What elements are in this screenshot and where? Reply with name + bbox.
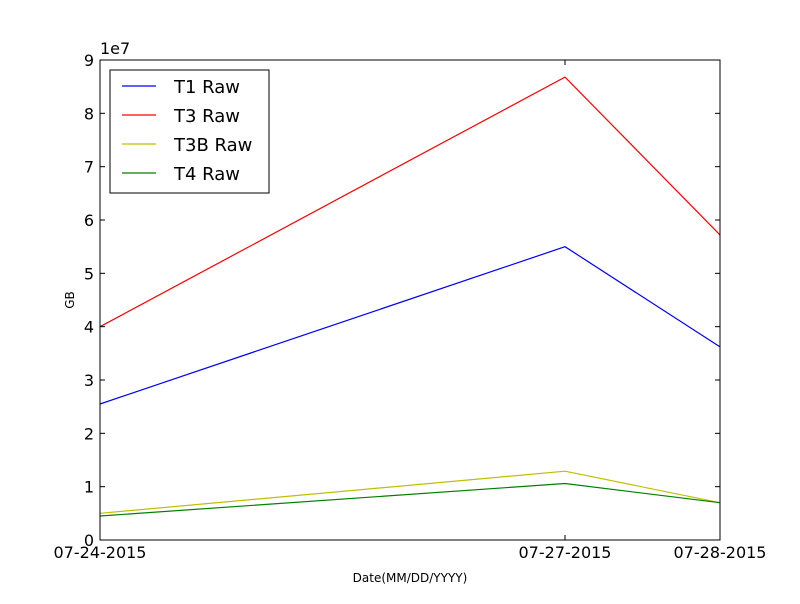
x-tick-label: 07-27-2015 <box>519 543 612 562</box>
legend-label: T3 Raw <box>173 106 240 127</box>
legend-label: T3B Raw <box>173 135 252 156</box>
x-tick-label: 07-24-2015 <box>54 543 147 562</box>
x-tick-label: 07-28-2015 <box>674 543 767 562</box>
y-tick-label: 6 <box>84 211 94 230</box>
y-tick-label: 8 <box>84 104 94 123</box>
series-line-t4-raw <box>100 484 720 517</box>
legend: T1 Raw T3 Raw T3B Raw T4 Raw <box>110 70 269 193</box>
y-tick-label: 4 <box>84 318 94 337</box>
x-axis-label: Date(MM/DD/YYYY) <box>353 571 468 585</box>
y-tick-label: 7 <box>84 158 94 177</box>
y-tick-label: 9 <box>84 51 94 70</box>
y-tick-label: 2 <box>84 424 94 443</box>
y-offset-label: 1e7 <box>100 39 130 58</box>
series-line-t1-raw <box>100 247 720 404</box>
legend-label: T1 Raw <box>173 77 240 98</box>
legend-label: T4 Raw <box>173 164 240 185</box>
y-tick-label: 0 <box>84 531 94 550</box>
y-tick-label: 1 <box>84 478 94 497</box>
y-axis-label: GB <box>63 291 77 309</box>
y-tick-label: 5 <box>84 264 94 283</box>
series-line-t3b-raw <box>100 471 720 513</box>
y-tick-label: 3 <box>84 371 94 390</box>
